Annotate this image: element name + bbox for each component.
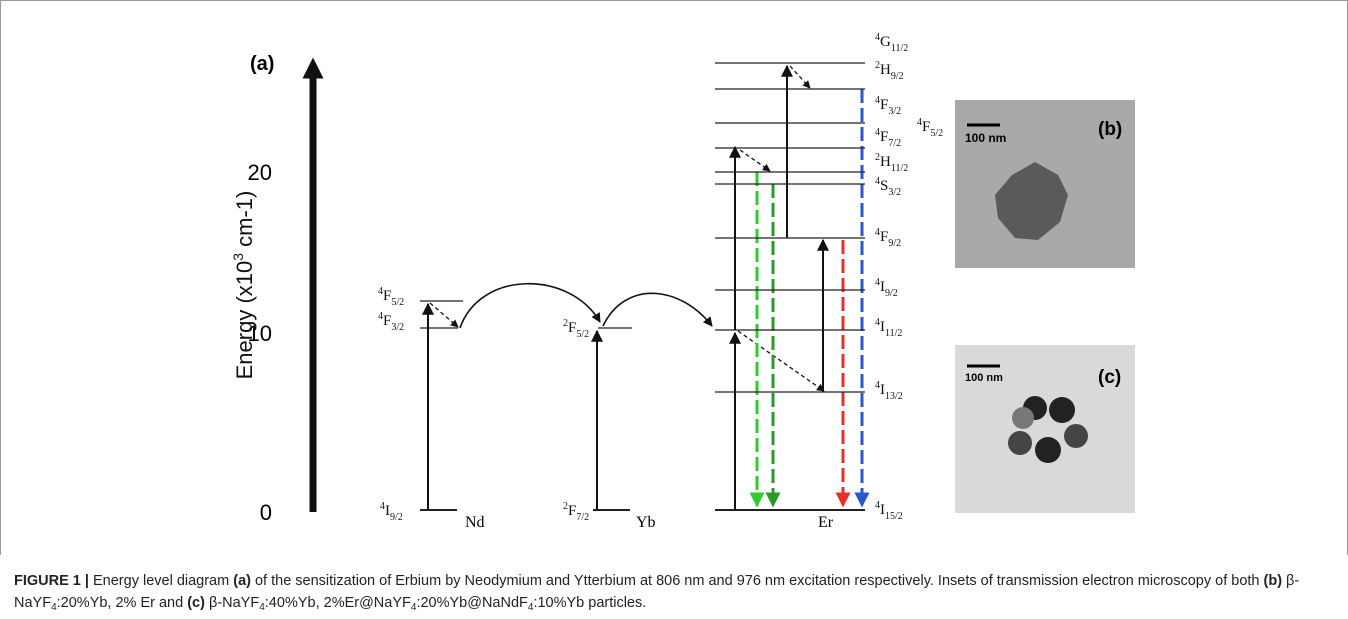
- level-term: F: [880, 229, 888, 245]
- level-term: F: [383, 288, 391, 304]
- ion-label: Yb: [636, 514, 656, 531]
- inset-b: 100 nm (b): [955, 100, 1135, 268]
- axis-label-part: cm-1): [232, 191, 257, 253]
- level-label: 2F7/2: [563, 501, 589, 523]
- level-sub: 7/2: [576, 512, 589, 523]
- caption-part: :20%Yb, 2% Er and: [57, 595, 188, 611]
- level-label: 4F7/2: [875, 127, 901, 149]
- caption-part: of the sensitization of Erbium by Neodym…: [251, 573, 1264, 589]
- axis-label: Energy (x103 cm-1): [230, 191, 257, 380]
- level-label: 4I13/2: [875, 380, 903, 402]
- level-term: F: [568, 503, 576, 519]
- level-label: 2H11/2: [875, 152, 908, 174]
- level-term: S: [880, 178, 888, 194]
- caption-part: Energy level diagram: [89, 573, 233, 589]
- caption-part: FIGURE 1 |: [14, 573, 89, 589]
- level-term: F: [383, 313, 391, 329]
- level-sub: 9/2: [390, 512, 403, 523]
- level-sub: 3/2: [391, 322, 404, 333]
- caption-part: (b): [1264, 573, 1283, 589]
- relaxation-arrow: [740, 150, 770, 171]
- y-tick-label: 20: [248, 160, 272, 185]
- level-sub: 5/2: [576, 329, 589, 340]
- level-label: 4F9/2: [875, 227, 901, 249]
- caption-part: :40%Yb, 2%Er@NaYF: [265, 595, 411, 611]
- y-tick-label: 10: [248, 321, 272, 346]
- level-sub: 3/2: [888, 187, 901, 198]
- transitions: [428, 66, 862, 510]
- ion-label: Er: [818, 514, 834, 531]
- scale-label: 100 nm: [965, 131, 1006, 145]
- caption-part: (c): [187, 595, 205, 611]
- panel-label: (a): [250, 53, 274, 75]
- scale-label: 100 nm: [965, 372, 1003, 384]
- figure-border: [1, 1, 1348, 556]
- y-tick-label: 0: [260, 500, 272, 525]
- transfer-arrow: [460, 284, 600, 328]
- level-sub: 5/2: [930, 128, 943, 139]
- level-term: H: [880, 62, 891, 78]
- level-label: 4I9/2: [380, 501, 403, 523]
- caption-part: :10%Yb particles.: [533, 595, 646, 611]
- page: (a) Energy (x103 cm-1) 100 nm (b): [0, 0, 1348, 619]
- figure: (a) Energy (x103 cm-1) 100 nm (b): [0, 0, 1348, 560]
- level-label: 2H9/2: [875, 60, 904, 82]
- caption-part: (a): [233, 573, 251, 589]
- inset-label: (b): [1098, 119, 1122, 140]
- caption-part: β-NaYF: [205, 595, 259, 611]
- level-label: 4S3/2: [875, 176, 901, 198]
- level-term: G: [880, 34, 891, 50]
- level-label: 4I11/2: [875, 317, 902, 339]
- level-label: 4I15/2: [875, 500, 903, 522]
- axis-label-sup: 3: [230, 253, 246, 261]
- level-label: 4F5/2: [378, 286, 404, 308]
- level-sub: 3/2: [888, 106, 901, 117]
- relaxation-arrow: [430, 303, 458, 327]
- relaxation-arrow: [738, 331, 824, 391]
- level-sub: 15/2: [885, 511, 903, 522]
- level-sub: 11/2: [885, 328, 902, 339]
- inset-label: (c): [1098, 367, 1121, 388]
- level-sub: 9/2: [885, 288, 898, 299]
- level-sub: 9/2: [888, 238, 901, 249]
- level-sub: 9/2: [891, 71, 904, 82]
- caption-part: :20%Yb@NaNdF: [416, 595, 527, 611]
- level-sub: 5/2: [391, 297, 404, 308]
- level-label: 4I9/2: [875, 277, 898, 299]
- level-term: F: [922, 119, 930, 135]
- relaxation-arrow: [790, 66, 810, 88]
- level-label: 4F3/2: [875, 95, 901, 117]
- level-label: 2F5/2: [563, 318, 589, 340]
- level-sub: 11/2: [891, 163, 908, 174]
- caption: FIGURE 1 | Energy level diagram (a) of t…: [14, 570, 1334, 619]
- level-label: 4F5/2: [917, 117, 943, 139]
- ion-label: Nd: [465, 514, 485, 531]
- transfer-arrow: [603, 293, 712, 326]
- level-sub: 13/2: [885, 391, 903, 402]
- level-term: F: [568, 320, 576, 336]
- level-term: F: [880, 97, 888, 113]
- level-label: 4G11/2: [875, 32, 908, 54]
- level-term: F: [880, 129, 888, 145]
- level-sub: 7/2: [888, 138, 901, 149]
- inset-c: 100 nm (c): [955, 345, 1135, 513]
- level-sub: 11/2: [891, 43, 908, 54]
- level-label: 4F3/2: [378, 311, 404, 333]
- level-term: H: [880, 154, 891, 170]
